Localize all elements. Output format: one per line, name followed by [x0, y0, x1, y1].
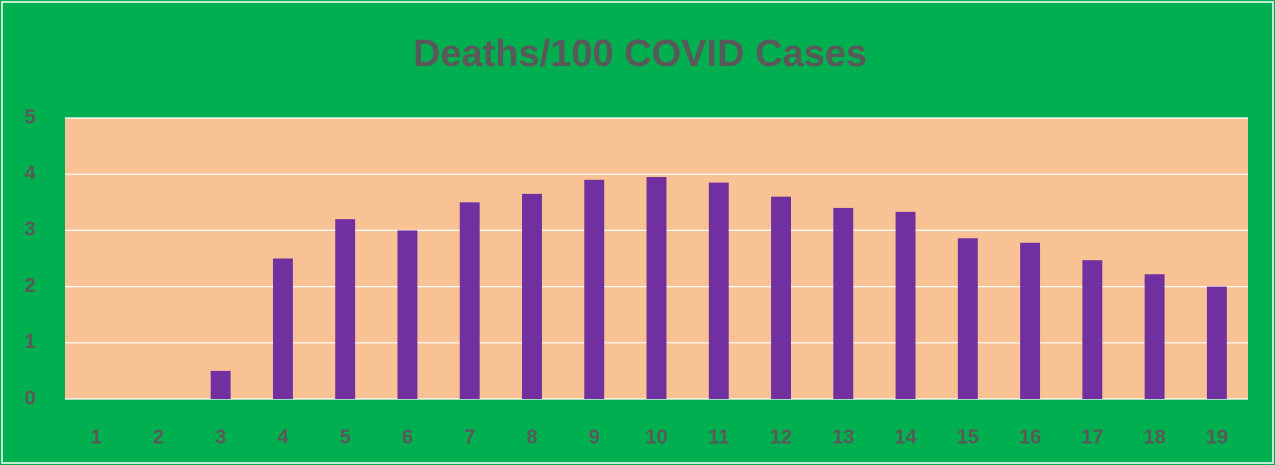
y-tick-label: 4 — [24, 162, 36, 184]
bar — [210, 370, 231, 399]
bar — [957, 238, 978, 399]
y-tick-label: 3 — [24, 219, 35, 241]
y-tick-label: 1 — [24, 331, 35, 353]
bar — [459, 202, 480, 399]
bar — [1082, 260, 1103, 399]
bar — [522, 193, 542, 399]
bar — [708, 182, 729, 399]
x-tick-label: 13 — [832, 426, 854, 448]
bar — [771, 196, 791, 399]
x-tick-label: 10 — [645, 426, 667, 448]
bar — [1206, 286, 1227, 399]
bar — [272, 258, 293, 399]
x-tick-label: 17 — [1081, 426, 1103, 448]
y-tick-label: 2 — [24, 275, 35, 297]
chart-title: Deaths/100 COVID Cases — [413, 33, 867, 75]
x-tick-label: 11 — [708, 426, 729, 448]
bar — [584, 179, 605, 399]
bar — [895, 211, 916, 399]
bar — [646, 177, 667, 399]
x-tick-label: 12 — [770, 426, 792, 448]
bar — [397, 230, 418, 399]
x-tick-label: 2 — [153, 426, 164, 448]
x-tick-label: 14 — [894, 426, 917, 448]
x-tick-label: 6 — [402, 426, 413, 448]
x-tick-label: 5 — [340, 426, 351, 448]
bar — [1020, 242, 1041, 399]
bar — [335, 219, 356, 399]
x-tick-label: 3 — [215, 426, 226, 448]
x-tick-label: 8 — [526, 426, 537, 448]
x-tick-label: 9 — [589, 426, 600, 448]
x-tick-label: 7 — [464, 426, 475, 448]
x-tick-label: 4 — [277, 426, 289, 448]
x-tick-label: 16 — [1019, 426, 1041, 448]
x-tick-label: 18 — [1143, 426, 1165, 448]
y-tick-label: 5 — [24, 106, 35, 128]
bar — [833, 207, 854, 399]
bar — [1144, 274, 1165, 399]
y-tick-label: 0 — [24, 387, 35, 409]
x-tick-label: 1 — [91, 426, 102, 448]
x-tick-label: 15 — [957, 426, 979, 448]
x-tick-label: 19 — [1206, 426, 1228, 448]
